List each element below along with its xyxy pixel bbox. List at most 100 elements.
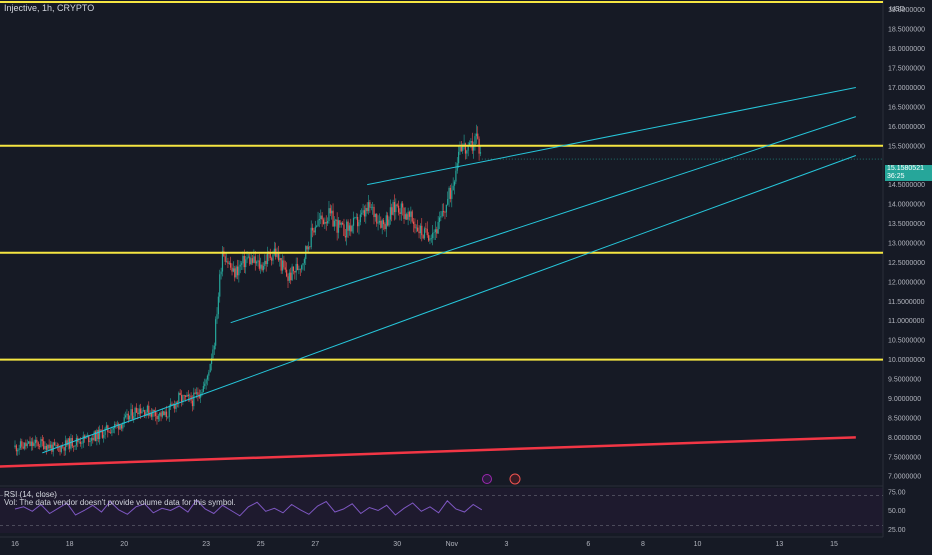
candle-body (414, 224, 416, 229)
candle-body (437, 222, 439, 234)
candle-body (337, 220, 340, 233)
price-tick-label: 19.0000000 (888, 7, 925, 14)
candle-body (63, 447, 65, 451)
candle-body (205, 379, 207, 384)
candle-body (105, 425, 108, 429)
candle-body (86, 435, 88, 437)
candle-body (250, 258, 252, 265)
price-tick-label: 12.5000000 (888, 260, 925, 267)
candle-body (253, 256, 255, 263)
candle-body (26, 443, 28, 447)
candle-body (99, 429, 101, 440)
candle-body (276, 252, 278, 257)
candle-body (220, 271, 222, 275)
candle-body (69, 438, 71, 449)
time-tick-label: 18 (66, 541, 74, 548)
candle-body (418, 231, 420, 234)
candle-body (145, 412, 147, 416)
candle-body (444, 212, 446, 213)
candle-body (238, 266, 240, 276)
candle-body (40, 439, 42, 447)
candle-body (333, 220, 336, 227)
candle-body (395, 204, 397, 213)
candle-body (460, 146, 462, 151)
candle-body (316, 225, 318, 227)
price-tick-label: 9.0000000 (888, 396, 921, 403)
price-tick-label: 13.5000000 (888, 221, 925, 228)
candle-body (406, 214, 408, 220)
support-trendline[interactable] (0, 436, 856, 468)
currency-label: USD (890, 6, 905, 13)
price-tick-label: 9.5000000 (888, 377, 921, 384)
bar-countdown: 36:25 (887, 173, 905, 180)
time-tick-label: 30 (393, 541, 401, 548)
candle-body (81, 443, 83, 444)
price-tick-label: 16.0000000 (888, 124, 925, 131)
candle-body (204, 383, 206, 387)
emoji-marker-icon[interactable] (482, 474, 492, 484)
price-tick-label: 15.5000000 (888, 143, 925, 150)
price-tick-label: 7.0000000 (888, 474, 921, 481)
price-tick-label: 10.5000000 (888, 338, 925, 345)
candle-body (216, 314, 218, 320)
time-tick-label: 23 (202, 541, 210, 548)
candle-body (66, 440, 68, 446)
price-tick-label: 18.0000000 (888, 46, 925, 53)
time-tick-label: 20 (120, 541, 128, 548)
candle-body (209, 363, 211, 373)
candle-body (210, 358, 213, 364)
rsi-pane-background (0, 488, 883, 533)
candle-body (279, 258, 281, 261)
candle-body (156, 415, 158, 420)
candle-body (191, 400, 194, 407)
candle-body (344, 236, 346, 238)
candle-body (403, 207, 405, 219)
earnings-marker-icon[interactable] (509, 473, 521, 485)
candle-body (362, 210, 364, 213)
candle-body (294, 271, 296, 273)
candle-body (412, 221, 415, 225)
candle-body (64, 440, 67, 451)
candle-body (468, 142, 471, 146)
candle-body (47, 444, 49, 450)
candle-body (108, 432, 110, 433)
candle-body (22, 446, 24, 449)
candle-body (134, 407, 136, 417)
candle-body (123, 417, 125, 424)
candle-body (283, 260, 285, 268)
candle-body (247, 256, 250, 258)
candle-body (258, 260, 260, 269)
rsi-line (14, 499, 483, 517)
candle-body (148, 405, 150, 416)
candle-body (208, 372, 210, 376)
candle-body (433, 232, 435, 233)
candle-body (365, 207, 367, 217)
candle-body (93, 431, 95, 441)
candle-body (92, 438, 94, 441)
trendline[interactable] (42, 155, 857, 454)
trendline[interactable] (367, 86, 856, 186)
candle-body (321, 215, 323, 220)
candle-body (104, 428, 106, 435)
candle-body (322, 219, 325, 225)
candle-body (290, 272, 292, 281)
candle-body (37, 442, 39, 447)
candle-body (116, 423, 118, 425)
candle-body (280, 258, 282, 271)
candle-body (51, 444, 53, 452)
candle-body (466, 150, 468, 154)
candle-body (464, 143, 467, 154)
candle-body (260, 264, 262, 269)
candle-body (242, 255, 244, 264)
candle-body (427, 235, 430, 241)
candle-body (269, 253, 271, 259)
price-tick-label: 18.5000000 (888, 27, 925, 34)
candle-body (62, 446, 64, 448)
trendline[interactable] (230, 116, 856, 324)
candle-body (303, 259, 305, 264)
candle-body (217, 296, 219, 315)
candle-body (400, 203, 402, 215)
candle-body (165, 411, 168, 418)
